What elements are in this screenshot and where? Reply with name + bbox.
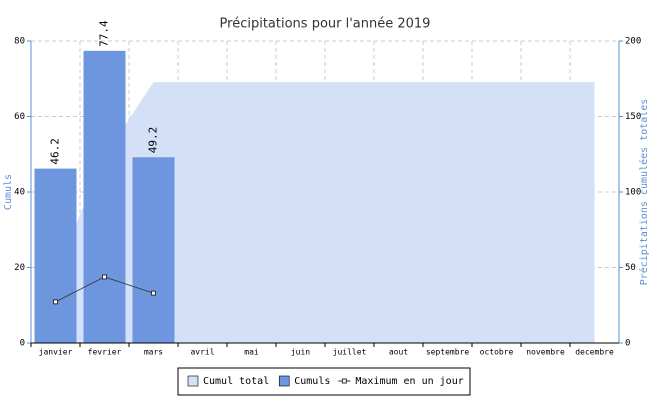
y-tick-label: 60 xyxy=(14,112,25,122)
y-tick-label: 0 xyxy=(20,339,25,349)
bar-value-label: 46.2 xyxy=(49,138,62,165)
y-tick-label: 40 xyxy=(14,188,25,198)
bar xyxy=(34,168,77,343)
legend-swatch xyxy=(187,375,199,387)
legend-box xyxy=(177,367,471,396)
x-tick-label: mars xyxy=(144,348,163,357)
y2-axis-title: Précipitations cumulées totales xyxy=(638,99,650,286)
y2-tick-label: 100 xyxy=(625,188,641,198)
line-marker xyxy=(53,299,58,305)
line-marker xyxy=(102,274,107,280)
y2-tick-label: 150 xyxy=(625,112,641,122)
line-marker xyxy=(151,290,156,296)
chart-title: Précipitations pour l'année 2019 xyxy=(220,17,431,32)
y2-tick-label: 0 xyxy=(625,339,630,349)
x-tick-label: juillet xyxy=(333,348,367,357)
y-axis-title: Cumuls xyxy=(3,174,14,210)
y2-tick-label: 200 xyxy=(625,37,641,47)
x-tick-label: fevrier xyxy=(88,348,122,357)
legend-label: Maximum en un jour xyxy=(355,376,463,387)
x-tick-label: avril xyxy=(190,348,214,357)
x-tick-label: juin xyxy=(291,348,310,357)
y-tick-label: 20 xyxy=(14,263,25,273)
y-tick-label: 80 xyxy=(14,37,25,47)
x-tick-label: aout xyxy=(389,348,408,357)
bar-value-label: 49.2 xyxy=(147,127,160,154)
x-tick-label: decembre xyxy=(575,348,614,357)
x-tick-label: septembre xyxy=(426,348,470,357)
legend-label: Cumul total xyxy=(203,376,269,387)
legend-label: Cumuls xyxy=(294,376,330,387)
bar xyxy=(132,157,175,343)
bar-value-label: 77.4 xyxy=(98,20,111,47)
x-tick-label: octobre xyxy=(480,348,514,357)
x-tick-label: janvier xyxy=(39,348,73,357)
legend-marker xyxy=(341,378,347,384)
bar xyxy=(83,50,126,343)
y2-tick-label: 50 xyxy=(625,263,636,273)
x-tick-label: novembre xyxy=(526,348,565,357)
x-tick-label: mai xyxy=(244,348,259,357)
legend-swatch xyxy=(278,375,290,387)
area xyxy=(55,82,595,344)
